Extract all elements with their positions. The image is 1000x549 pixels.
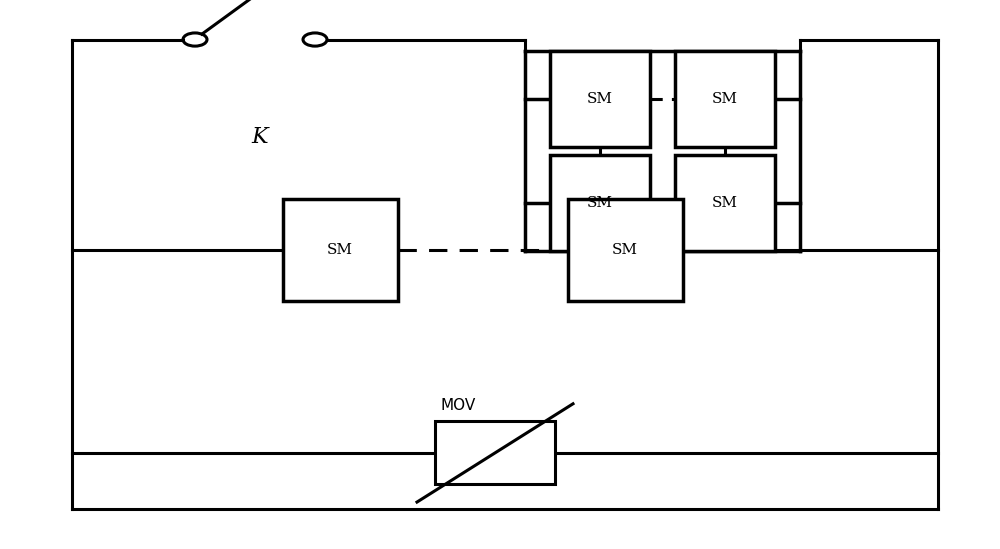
- Text: SM: SM: [587, 196, 613, 210]
- Text: SM: SM: [712, 92, 738, 106]
- Text: SM: SM: [712, 196, 738, 210]
- Bar: [550, 155, 650, 251]
- Text: SM: SM: [612, 243, 638, 257]
- Text: SM: SM: [327, 243, 353, 257]
- Bar: [675, 155, 775, 251]
- Text: K: K: [252, 126, 268, 148]
- Bar: [283, 199, 398, 301]
- Bar: [435, 422, 555, 485]
- Bar: [550, 51, 650, 147]
- Bar: [568, 199, 682, 301]
- Bar: [675, 51, 775, 147]
- Text: MOV: MOV: [440, 398, 475, 413]
- Text: SM: SM: [587, 92, 613, 106]
